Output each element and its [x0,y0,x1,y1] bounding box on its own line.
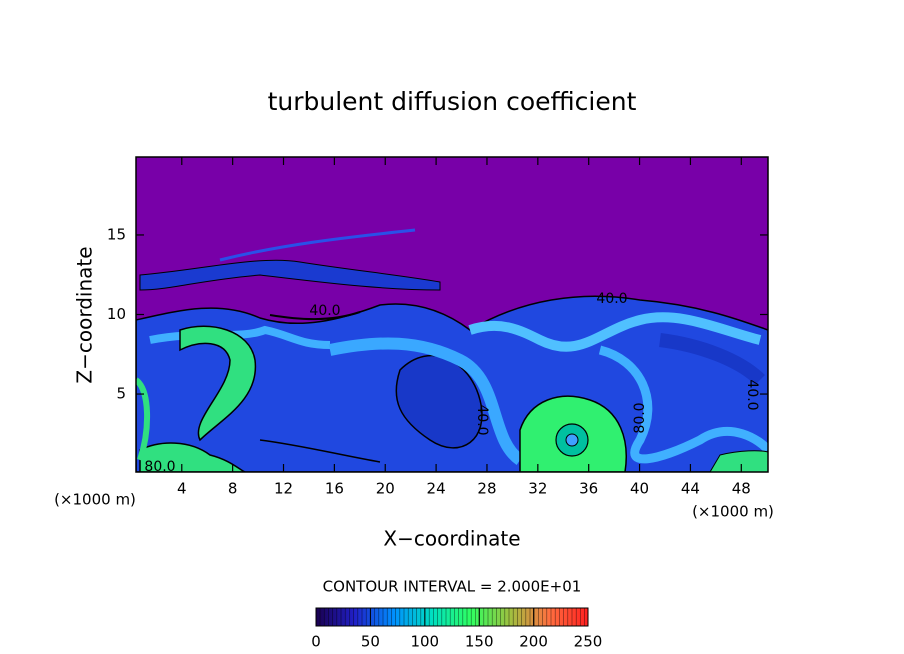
chart-title: turbulent diffusion coefficient [268,87,637,116]
field-swirl [598,345,768,464]
colorbar-tick-label: 200 [519,633,548,651]
x-tick-label: 20 [376,480,395,498]
x-tick-label: 12 [274,480,293,498]
x-tick-label: 24 [427,480,446,498]
contour-line [259,439,381,463]
x-tick-label: 40 [630,480,649,498]
x-tick-label: 16 [325,480,344,498]
field-blob [139,442,246,472]
x-tick-label: 32 [528,480,547,498]
field-filament [139,259,441,291]
x-unit-label: (×1000 m) [54,491,136,509]
x-tick-label: 8 [228,480,238,498]
colorbar-tick-label: 100 [410,633,439,651]
contour-label: 80.0 [632,402,648,433]
x-tick-label: 28 [477,480,496,498]
colorbar-tick-label: 150 [465,633,494,651]
x-tick-label: 4 [177,480,187,498]
y-axis-label: Z−coordinate [73,246,97,383]
y-tick-label: 15 [107,225,126,243]
colorbar-tick-label: 50 [361,633,380,651]
field-swirl [468,312,762,352]
contour-field [136,157,768,472]
field-blob [179,325,257,442]
y-tick-label: 10 [107,305,126,323]
y-tick-label: 5 [116,385,126,403]
field-blob [565,433,579,447]
field-filament [219,228,416,262]
colorbar [315,607,589,627]
field-blob [709,450,768,472]
contour-label: 80.0 [144,459,175,475]
colorbar-tick-label: 0 [311,633,321,651]
contour-label: 40.0 [309,303,340,319]
colorbar-tick-label: 250 [574,633,603,651]
field-swirl [328,337,524,465]
x-unit-label: (×1000 m) [692,503,774,521]
field-blob [136,377,150,461]
contour-label: 40.0 [744,379,760,410]
contour-interval: CONTOUR INTERVAL = 2.000E+01 [323,578,582,596]
contour-label: 40.0 [596,291,627,307]
x-axis-label: X−coordinate [383,527,520,551]
x-tick-label: 36 [579,480,598,498]
field-swirl [659,333,765,386]
x-tick-label: 48 [732,480,751,498]
contour-label: 40.0 [474,404,490,435]
x-tick-label: 44 [681,480,700,498]
contour-line [269,311,361,321]
